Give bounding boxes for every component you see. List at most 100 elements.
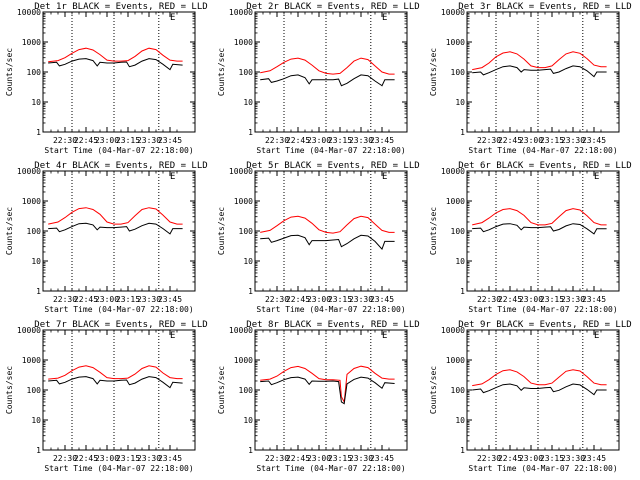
y-tick-label: 10000 — [441, 326, 465, 335]
y-tick-label: 10000 — [229, 167, 253, 176]
y-axis-label: Counts/sec — [217, 48, 226, 96]
x-tick-label: 23:15 — [540, 295, 564, 304]
y-axis-label: Counts/sec — [217, 366, 226, 414]
y-tick-label: 10000 — [441, 8, 465, 17]
y-tick-label: 1000 — [22, 356, 41, 365]
y-tick-label: 1 — [248, 128, 253, 137]
panel-title: Det 4r BLACK = Events, RED = LLD — [34, 161, 207, 171]
x-tick-label: 23:45 — [370, 454, 394, 463]
x-axis-label: Start Time (04-Mar-07 22:18:00) — [256, 464, 405, 473]
y-tick-label: 1000 — [446, 38, 465, 47]
y-tick-label: 10 — [243, 98, 253, 107]
x-tick-label: 23:45 — [370, 136, 394, 145]
x-tick-label: 23:15 — [116, 454, 140, 463]
x-tick-label: 23:00 — [307, 136, 331, 145]
x-tick-label: 23:15 — [328, 295, 352, 304]
y-axis-label: Counts/sec — [5, 207, 14, 255]
panel-title: Det 9r BLACK = Events, RED = LLD — [458, 320, 631, 330]
y-tick-label: 10000 — [441, 167, 465, 176]
y-axis-label: Counts/sec — [429, 366, 438, 414]
x-axis-label: Start Time (04-Mar-07 22:18:00) — [256, 146, 405, 155]
x-axis-label: Start Time (04-Mar-07 22:18:00) — [44, 305, 193, 314]
panel-6: Det 6r BLACK = Events, RED = LLD 1 10 100 10… — [429, 161, 632, 314]
y-tick-label: 100 — [239, 386, 254, 395]
y-tick-label: 10 — [31, 257, 41, 266]
lld-rate-line — [472, 369, 607, 387]
y-tick-label: 1 — [460, 128, 465, 137]
y-tick-label: 1 — [36, 128, 41, 137]
lld-rate-line — [472, 51, 607, 71]
y-tick-label: 10 — [455, 257, 465, 266]
panel-marker-letter: E — [594, 172, 599, 182]
plot-frame — [254, 11, 408, 133]
x-tick-label: 22:45 — [286, 136, 310, 145]
events-rate-line — [260, 234, 395, 251]
events-rate-line — [48, 58, 183, 71]
y-tick-label: 1 — [36, 287, 41, 296]
x-tick-label: 23:00 — [519, 295, 543, 304]
x-tick-label: 23:45 — [582, 136, 606, 145]
x-axis-label: Start Time (04-Mar-07 22:18:00) — [44, 146, 193, 155]
x-tick-label: 22:30 — [53, 295, 77, 304]
x-tick-label: 23:00 — [519, 454, 543, 463]
x-tick-label: 23:45 — [582, 454, 606, 463]
events-rate-line — [472, 65, 607, 78]
y-tick-label: 100 — [27, 227, 42, 236]
x-tick-label: 22:45 — [498, 295, 522, 304]
y-axis-label: Counts/sec — [217, 207, 226, 255]
y-axis-label: Counts/sec — [5, 48, 14, 96]
panel-marker-letter: E — [594, 331, 599, 341]
x-tick-label: 23:45 — [158, 295, 182, 304]
lld-rate-line — [260, 57, 395, 75]
x-tick-label: 22:45 — [286, 295, 310, 304]
y-tick-label: 1000 — [234, 38, 253, 47]
panel-marker-letter: E — [594, 13, 599, 23]
x-tick-label: 23:30 — [137, 454, 161, 463]
lld-rate-line — [48, 365, 183, 380]
x-tick-label: 23:30 — [137, 295, 161, 304]
events-rate-line — [472, 383, 607, 396]
x-tick-label: 23:30 — [561, 136, 585, 145]
x-tick-label: 23:45 — [582, 295, 606, 304]
plot-frame — [42, 11, 196, 133]
x-tick-label: 23:30 — [349, 136, 373, 145]
x-tick-label: 23:15 — [328, 454, 352, 463]
x-tick-label: 22:45 — [498, 454, 522, 463]
panel-marker-letter: E — [170, 13, 175, 23]
events-rate-line — [48, 376, 183, 389]
y-tick-label: 10 — [31, 416, 41, 425]
y-tick-label: 100 — [27, 68, 42, 77]
y-tick-label: 100 — [451, 68, 466, 77]
y-tick-label: 10 — [455, 98, 465, 107]
x-tick-label: 23:30 — [349, 454, 373, 463]
x-tick-label: 23:30 — [561, 295, 585, 304]
x-tick-label: 22:45 — [74, 136, 98, 145]
y-tick-label: 1000 — [234, 356, 253, 365]
x-tick-label: 22:30 — [265, 136, 289, 145]
y-tick-label: 10 — [455, 416, 465, 425]
x-axis-label: Start Time (04-Mar-07 22:18:00) — [468, 305, 617, 314]
panel-title: Det 2r BLACK = Events, RED = LLD — [246, 2, 419, 12]
x-tick-label: 23:30 — [349, 295, 373, 304]
panel-title: Det 7r BLACK = Events, RED = LLD — [34, 320, 207, 330]
x-tick-label: 23:15 — [540, 136, 564, 145]
plot-frame — [254, 329, 408, 451]
y-tick-label: 10000 — [17, 167, 41, 176]
x-tick-label: 23:30 — [561, 454, 585, 463]
events-rate-line — [48, 222, 183, 235]
panel-4: Det 4r BLACK = Events, RED = LLD 1 10 100 10… — [5, 161, 208, 314]
x-tick-label: 23:00 — [307, 454, 331, 463]
lld-rate-line — [260, 215, 395, 234]
y-tick-label: 10000 — [229, 8, 253, 17]
panel-1: Det 1r BLACK = Events, RED = LLD 1 10 100 10… — [5, 2, 208, 155]
x-tick-label: 22:30 — [265, 295, 289, 304]
panel-9: Det 9r BLACK = Events, RED = LLD 1 10 100 10… — [429, 320, 632, 473]
lld-rate-line — [48, 207, 183, 225]
panel-5: Det 5r BLACK = Events, RED = LLD 1 10 100 10… — [217, 161, 420, 314]
x-tick-label: 23:15 — [328, 136, 352, 145]
x-tick-label: 22:30 — [477, 295, 501, 304]
y-tick-label: 10 — [243, 416, 253, 425]
x-tick-label: 22:45 — [74, 454, 98, 463]
